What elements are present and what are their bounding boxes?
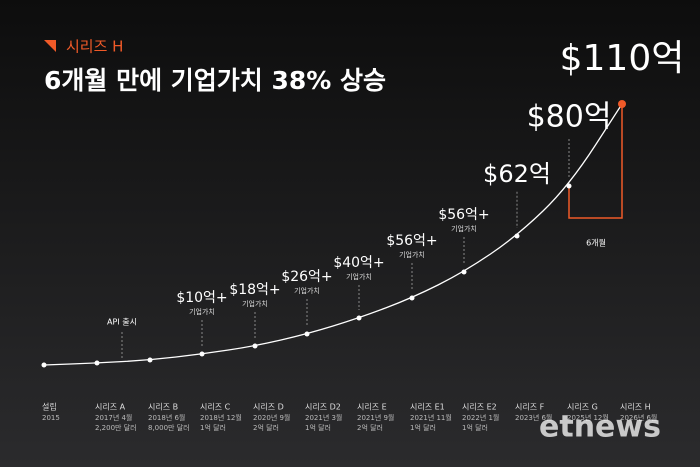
milestone-amount: 8,000만 달러 xyxy=(148,423,190,432)
milestone-date: 2025년 12월 xyxy=(567,413,609,422)
milestone-name: 시리즈 G xyxy=(567,403,598,412)
valuation-caption: 기업가치 xyxy=(189,307,215,316)
bracket xyxy=(568,104,623,219)
point xyxy=(356,315,362,321)
point xyxy=(566,183,572,189)
valuation: $62억 xyxy=(483,160,551,188)
milestone-name: 시리즈 E2 xyxy=(462,403,497,412)
point xyxy=(304,331,310,337)
point xyxy=(409,295,415,301)
valuation: $80억 xyxy=(527,100,612,135)
point xyxy=(199,351,205,357)
milestone-date: 2021년 3월 xyxy=(305,413,342,422)
milestone-amount: 2억 달러 xyxy=(357,423,383,432)
milestone-name: 시리즈 D xyxy=(253,403,284,412)
note: API 출시 xyxy=(107,317,137,327)
milestone-date: 2017년 4월 xyxy=(95,413,132,422)
milestone-date: 2021년 11월 xyxy=(410,413,452,422)
valuation-caption: 기업가치 xyxy=(242,299,268,308)
tag-icon xyxy=(44,40,56,52)
watermark: etnews xyxy=(539,410,661,445)
milestone-name: 시리즈 A xyxy=(95,403,126,412)
tag: 시리즈 H xyxy=(66,38,123,56)
milestone-amount: 2억 달러 xyxy=(253,423,279,432)
milestone-name: 시리즈 D2 xyxy=(305,403,341,412)
milestone-date: 2022년 1월 xyxy=(462,413,499,422)
milestone-date: 2023년 6월 xyxy=(515,413,552,422)
bracket-label: 6개월 xyxy=(586,238,606,248)
milestone-name: 시리즈 H xyxy=(620,403,651,412)
milestone-date: 2026년 6월 xyxy=(620,413,657,422)
milestone-date: 2020년 9월 xyxy=(253,413,290,422)
milestone-amount: 1억 달러 xyxy=(462,423,488,432)
point xyxy=(252,343,258,349)
point xyxy=(147,357,153,363)
valuation-caption: 기업가치 xyxy=(451,224,477,233)
valuation: $56억+ xyxy=(438,207,489,223)
milestone-name: 시리즈 E1 xyxy=(410,403,445,412)
valuation: $56억+ xyxy=(386,233,437,249)
valuation: $40억+ xyxy=(333,255,384,271)
point xyxy=(514,233,520,239)
milestone-date: 2018년 12월 xyxy=(200,413,242,422)
milestone-name: 설립 xyxy=(42,402,57,412)
milestone-name: 시리즈 C xyxy=(200,403,231,412)
point xyxy=(41,362,47,368)
milestone-amount: 2,200만 달러 xyxy=(95,423,137,432)
milestone-name: 시리즈 E xyxy=(357,403,387,412)
valuation: $10억+ xyxy=(176,290,227,306)
valuation: $18억+ xyxy=(229,282,280,298)
milestone-amount: 1억 달러 xyxy=(305,423,331,432)
title: 6개월 만에 기업가치 38% 상승 xyxy=(44,66,386,95)
current-point xyxy=(618,100,626,108)
valuation: $110억 xyxy=(560,38,685,79)
point xyxy=(461,269,467,275)
growth-curve xyxy=(43,103,623,366)
milestone-date: 2021년 9월 xyxy=(357,413,394,422)
milestone-name: 시리즈 B xyxy=(148,403,178,412)
milestone-name: 시리즈 F xyxy=(515,403,545,412)
milestone-amount: 1억 달러 xyxy=(410,423,436,432)
milestone-date: 2018년 6월 xyxy=(148,413,185,422)
milestone-date: 2015 xyxy=(42,414,60,422)
valuation-caption: 기업가치 xyxy=(294,286,320,295)
valuation: $26억+ xyxy=(281,269,332,285)
valuation-caption: 기업가치 xyxy=(346,272,372,281)
valuation-caption: 기업가치 xyxy=(399,250,425,259)
milestone-amount: 1억 달러 xyxy=(200,423,226,432)
point xyxy=(94,360,100,366)
